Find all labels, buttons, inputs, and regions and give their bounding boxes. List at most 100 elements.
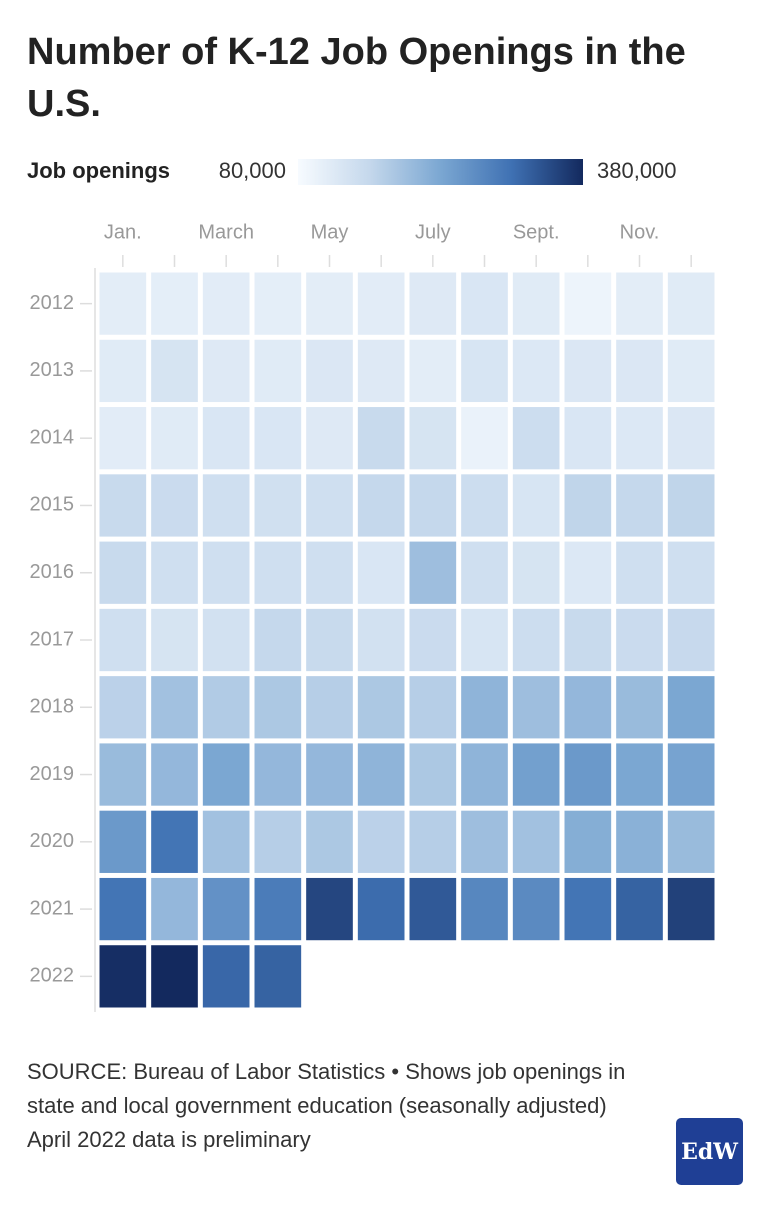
- heat-cell: [151, 743, 198, 806]
- heat-cell: [306, 339, 353, 403]
- heat-cell: [357, 810, 405, 873]
- heat-cell: [357, 743, 405, 806]
- heat-cell: [99, 407, 147, 470]
- y-tick-label: 2015: [30, 494, 75, 516]
- heat-cell: [357, 339, 405, 403]
- heat-cell: [99, 945, 147, 1008]
- y-tick-label: 2014: [30, 426, 75, 448]
- y-tick-label: 2022: [30, 965, 75, 987]
- heat-cell: [306, 272, 353, 335]
- heat-cell: [202, 541, 250, 604]
- heat-cell: [202, 743, 250, 806]
- heat-cell: [564, 474, 612, 537]
- heat-cell: [306, 541, 353, 604]
- chart: Job openings 80,000 380,000 Jan. March May Ju…: [27, 158, 715, 1012]
- heat-cell: [306, 877, 353, 941]
- heat-cell: [512, 474, 560, 537]
- legend-title: Job openings: [27, 158, 170, 183]
- heat-cell: [202, 810, 250, 873]
- heat-cell: [461, 407, 508, 470]
- heat-cell: [667, 676, 715, 739]
- heat-cell: [357, 608, 405, 672]
- heat-cell: [254, 676, 302, 739]
- heat-cell: [202, 339, 250, 403]
- heat-cell: [461, 339, 508, 403]
- heat-cell: [202, 272, 250, 335]
- footer: SOURCE: Bureau of Labor Statistics • Sho…: [27, 1055, 677, 1157]
- heat-cell: [99, 743, 147, 806]
- heat-cell: [564, 541, 612, 604]
- heat-cell: [99, 608, 147, 672]
- x-tick-label: Sept.: [513, 221, 560, 243]
- heat-cell: [667, 877, 715, 941]
- heat-cell: [254, 877, 302, 941]
- heat-cell: [254, 407, 302, 470]
- x-tick-label: Nov.: [620, 221, 660, 243]
- heat-cell: [667, 541, 715, 604]
- heat-cell: [512, 541, 560, 604]
- heat-cell: [254, 608, 302, 672]
- y-tick-label: 2019: [30, 763, 75, 785]
- heat-cell: [409, 877, 457, 941]
- heat-cell: [357, 676, 405, 739]
- heat-cell: [616, 474, 663, 537]
- heat-cell: [461, 272, 508, 335]
- x-tick-label: Jan.: [104, 221, 142, 243]
- heat-cell: [409, 272, 457, 335]
- heat-cell: [461, 541, 508, 604]
- heat-cell: [616, 339, 663, 403]
- logo: EdW: [676, 1118, 743, 1185]
- chart-title: Number of K-12 Job Openings in the U.S.: [27, 31, 686, 125]
- heat-cell: [151, 407, 198, 470]
- heat-cell: [512, 339, 560, 403]
- y-tick-label: 2020: [30, 830, 75, 852]
- x-tick-label: May: [311, 221, 349, 243]
- heat-cell: [616, 676, 663, 739]
- heat-cell: [99, 877, 147, 941]
- heat-cell: [564, 877, 612, 941]
- heat-cell: [151, 877, 198, 941]
- heat-cell: [306, 676, 353, 739]
- heat-cell: [409, 407, 457, 470]
- heat-cell: [564, 272, 612, 335]
- heat-cell: [616, 272, 663, 335]
- heat-cell: [151, 810, 198, 873]
- heat-cell: [409, 541, 457, 604]
- heat-cell: [667, 407, 715, 470]
- heat-cell: [254, 810, 302, 873]
- heat-cell: [409, 810, 457, 873]
- heat-cell: [616, 810, 663, 873]
- heat-cell: [616, 407, 663, 470]
- heat-cell: [667, 608, 715, 672]
- heat-cell: [99, 474, 147, 537]
- x-tick-label: March: [198, 221, 254, 243]
- heat-cell: [512, 877, 560, 941]
- y-tick-label: 2021: [30, 897, 75, 919]
- y-tick-label: 2018: [30, 696, 75, 718]
- heat-cell: [409, 743, 457, 806]
- heat-cell: [512, 272, 560, 335]
- heat-cell: [564, 810, 612, 873]
- heat-cell: [99, 541, 147, 604]
- x-tick-label: July: [415, 221, 451, 243]
- heat-cell: [616, 877, 663, 941]
- y-tick-label: 2013: [30, 359, 75, 381]
- legend-tick-label: 380,000: [597, 158, 677, 183]
- heat-cell: [254, 474, 302, 537]
- heat-cell: [461, 810, 508, 873]
- heat-cell: [357, 474, 405, 537]
- heat-cell: [202, 407, 250, 470]
- heat-cell: [357, 541, 405, 604]
- heat-cell: [254, 272, 302, 335]
- heat-cell: [667, 810, 715, 873]
- heat-cell: [616, 541, 663, 604]
- heat-cell: [99, 810, 147, 873]
- heat-cell: [512, 810, 560, 873]
- heat-cell: [461, 743, 508, 806]
- heat-cell: [564, 743, 612, 806]
- heat-cell: [202, 676, 250, 739]
- heat-cell: [409, 339, 457, 403]
- heat-cell: [512, 407, 560, 470]
- heat-cell: [357, 272, 405, 335]
